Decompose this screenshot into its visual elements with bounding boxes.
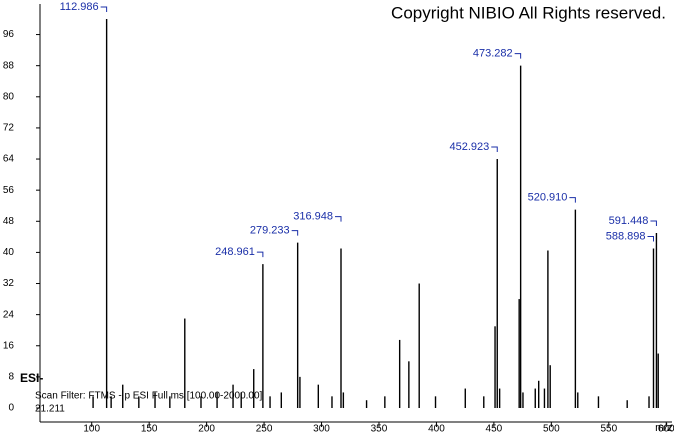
x-tick-label: 550: [600, 424, 617, 434]
x-tick-label: 250: [256, 424, 273, 434]
label-bracket: [650, 220, 657, 226]
x-tick-label: 600: [658, 424, 674, 434]
y-tick-label: 64: [3, 154, 15, 165]
y-tick-label: 56: [3, 185, 15, 196]
x-tick-label: 100: [83, 424, 100, 434]
x-tick-label: 350: [371, 424, 388, 434]
scan-filter: Scan Filter: FTMS - p ESI Full ms [100.0…: [35, 391, 263, 402]
x-tick-label: 200: [198, 424, 215, 434]
ionization: ESI-: [20, 371, 43, 385]
peak-label: 279.233: [250, 225, 290, 237]
x-axis-label: m/z: [655, 422, 673, 434]
chart-title: Copyright NIBIO All Rights reserved.: [391, 3, 666, 22]
y-tick-label: 24: [3, 309, 15, 320]
y-tick-label: 0: [8, 403, 14, 414]
label-bracket: [569, 197, 576, 203]
y-tick-label: 96: [3, 29, 15, 40]
peak-label: 588.898: [606, 230, 646, 242]
label-bracket: [100, 6, 108, 12]
x-tick-label: 400: [428, 424, 445, 434]
peak-label: 591.448: [609, 215, 649, 227]
x-tick-label: 300: [313, 424, 330, 434]
x-tick-label: 500: [543, 424, 560, 434]
label-bracket: [335, 216, 342, 222]
y-tick-label: 88: [3, 60, 15, 71]
peak-label: 248.961: [215, 246, 255, 258]
x-tick-label: 150: [141, 424, 158, 434]
peak-label: 452.923: [449, 141, 489, 153]
label-bracket: [256, 251, 264, 258]
label-bracket: [647, 236, 654, 242]
label-bracket: [491, 146, 498, 153]
label-bracket: [291, 230, 299, 236]
y-tick-label: 80: [3, 91, 15, 102]
retention-time: 21.211: [35, 404, 65, 415]
x-tick-label: 450: [486, 424, 503, 434]
y-tick-label: 72: [3, 123, 15, 134]
peak-label: 112.986: [60, 1, 99, 13]
peak-label: 316.948: [293, 211, 333, 223]
y-tick-label: 16: [3, 340, 15, 351]
label-bracket: [514, 53, 522, 59]
peak-label: 520.910: [528, 192, 568, 204]
y-tick-label: 8: [8, 372, 14, 383]
peak-label: 473.282: [473, 48, 513, 60]
y-tick-label: 40: [3, 247, 15, 258]
y-tick-label: 32: [3, 278, 15, 289]
y-tick-label: 48: [3, 216, 15, 227]
